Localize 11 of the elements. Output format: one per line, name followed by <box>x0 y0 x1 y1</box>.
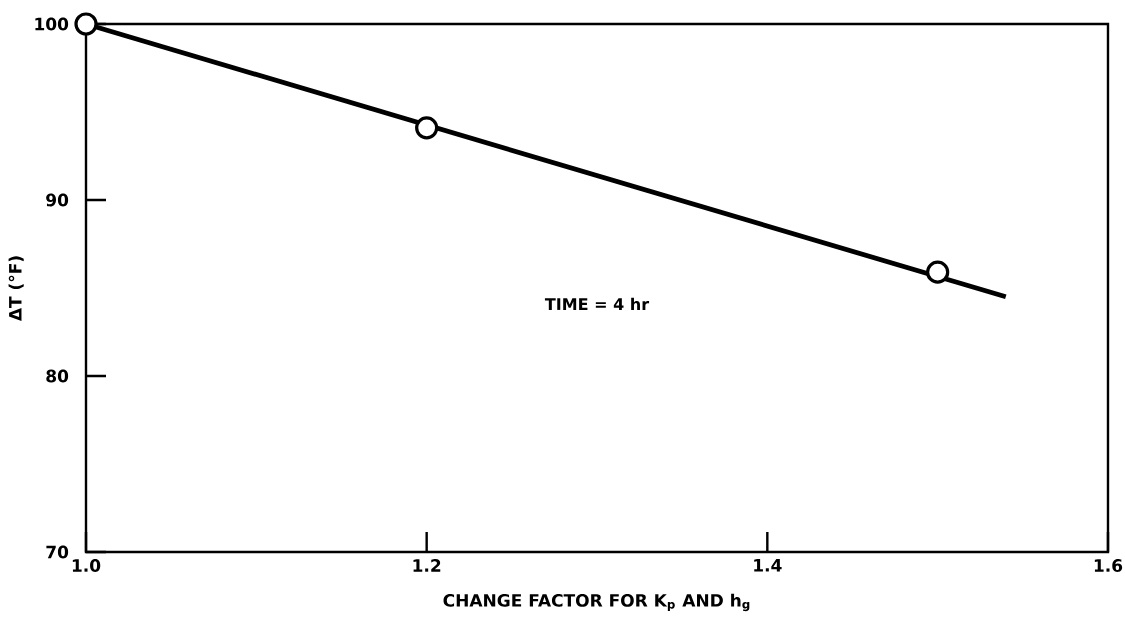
x-tick-label: 1.4 <box>754 559 782 572</box>
x-axis-title: CHANGE FACTOR FOR K$_{p}$ AND h$_{g}$ <box>443 593 750 612</box>
y-tick-label: 90 <box>46 193 69 207</box>
x-tick-label: 1.0 <box>72 559 101 572</box>
y-axis-title: ΔT (°F) <box>8 256 24 322</box>
y-tick-label: 80 <box>46 369 69 383</box>
annotation: TIME = 4 hr <box>544 297 650 310</box>
x-tick-label: 1.6 <box>1094 559 1123 572</box>
y-tick-label: 100 <box>35 17 69 31</box>
x-tick-label: 1.2 <box>413 559 441 572</box>
y-tick-label: 70 <box>46 545 69 559</box>
